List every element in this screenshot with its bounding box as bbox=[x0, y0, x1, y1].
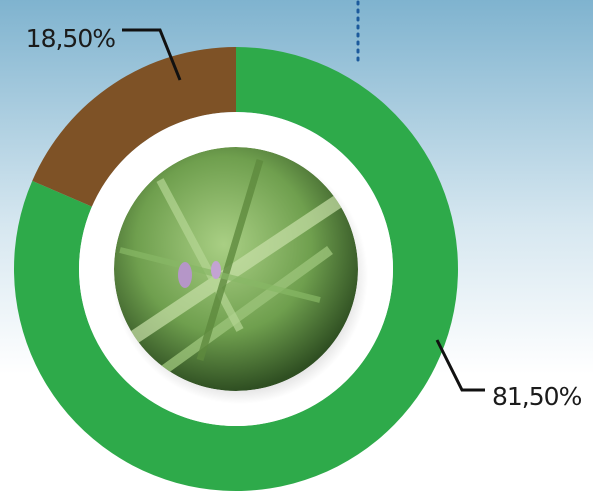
value-label: 81,50% bbox=[492, 382, 582, 411]
photo bbox=[114, 147, 358, 391]
value-label: 18,50% bbox=[26, 24, 116, 53]
chart: 81,50% 18,50% bbox=[0, 0, 593, 499]
page: 81,50%18,50% (() => { const data = JSON.… bbox=[0, 0, 593, 499]
